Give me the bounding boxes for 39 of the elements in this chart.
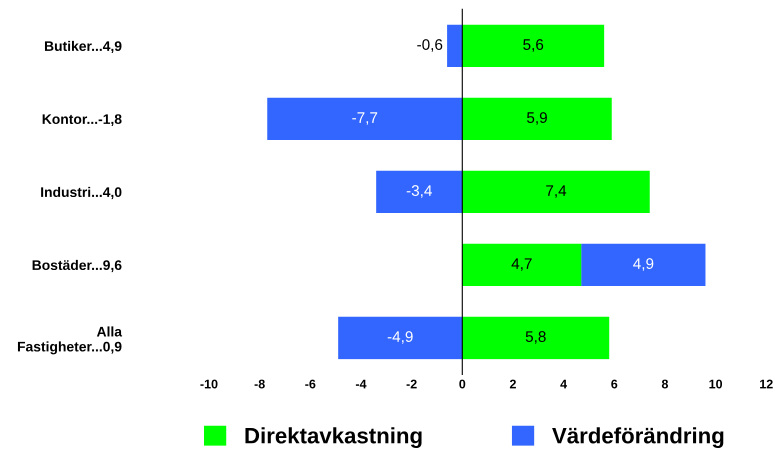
x-tick-label: 8 <box>662 380 668 388</box>
data-label: -4,9 <box>388 331 413 344</box>
data-label: 5,9 <box>527 112 547 125</box>
y-tick-label: Alla Fastigheter...0,9 <box>18 326 122 354</box>
x-tick-label: -6 <box>305 380 316 388</box>
bar <box>267 98 462 140</box>
bar <box>338 316 462 360</box>
data-label: 5,8 <box>526 331 546 344</box>
y-tick-label: Butiker...4,9 <box>44 40 122 54</box>
x-tick-label: 0 <box>459 380 466 388</box>
bar <box>447 24 462 68</box>
x-tick-label: -4 <box>356 380 366 388</box>
bar <box>376 170 462 214</box>
bar <box>462 24 604 68</box>
y-tick-label: Bostäder...9,6 <box>32 260 122 272</box>
x-tick-label: 10 <box>709 380 722 388</box>
data-label: 4,7 <box>512 258 532 271</box>
x-tick-label: -8 <box>254 380 265 388</box>
bar <box>462 316 610 360</box>
data-label: 7,4 <box>546 185 566 198</box>
bar <box>462 170 650 214</box>
legend-label: Värdeförändring <box>552 427 724 448</box>
x-tick-label: 4 <box>560 380 568 388</box>
bar <box>462 98 612 140</box>
data-label: 4,9 <box>633 258 654 271</box>
bar <box>462 244 582 286</box>
y-tick-label: Kontor...-1,8 <box>42 114 122 126</box>
x-tick-label: 12 <box>760 380 773 388</box>
data-label: -7,7 <box>352 112 378 125</box>
x-tick-label: -2 <box>406 380 417 388</box>
data-label: -0,6 <box>417 39 442 52</box>
bar <box>581 244 706 286</box>
x-tick-label: 6 <box>611 380 618 388</box>
y-tick-label: Industri...4,0 <box>41 186 122 200</box>
x-tick-label: -10 <box>200 380 218 388</box>
x-tick-label: 2 <box>510 380 516 388</box>
data-label: 5,6 <box>523 39 544 52</box>
data-label: -3,4 <box>406 185 432 198</box>
legend-label: Direktavkastning <box>245 427 422 448</box>
